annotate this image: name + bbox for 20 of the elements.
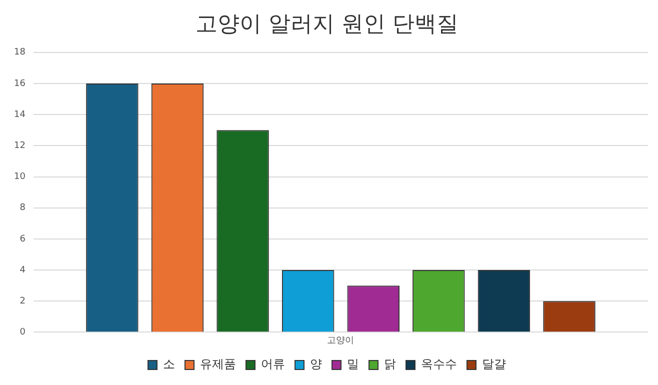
legend-label: 옥수수	[421, 357, 457, 372]
y-tick-label: 16	[14, 78, 26, 89]
y-tick-label: 14	[14, 110, 26, 120]
legend-label: 닭	[384, 357, 396, 372]
y-tick-label: 2	[20, 296, 26, 306]
x-tick-label: 고양이	[327, 336, 354, 346]
y-tick-label: 18	[14, 48, 26, 58]
y-tick-label: 10	[14, 172, 26, 182]
legend-label: 양	[310, 357, 322, 372]
legend-label: 달걀	[482, 357, 506, 372]
legend-label: 소	[163, 357, 175, 372]
legend-label: 어류	[261, 357, 285, 372]
y-tick-label: 6	[20, 234, 26, 244]
chart-title: 고양이 알러지 원인 단백질	[196, 12, 458, 37]
legend-label: 유제품	[200, 357, 236, 372]
legend-label: 밀	[347, 357, 359, 372]
y-tick-label: 4	[20, 265, 26, 276]
y-tick-label: 12	[14, 141, 26, 152]
y-tick-label: 0	[20, 328, 26, 338]
y-tick-label: 8	[20, 203, 26, 214]
